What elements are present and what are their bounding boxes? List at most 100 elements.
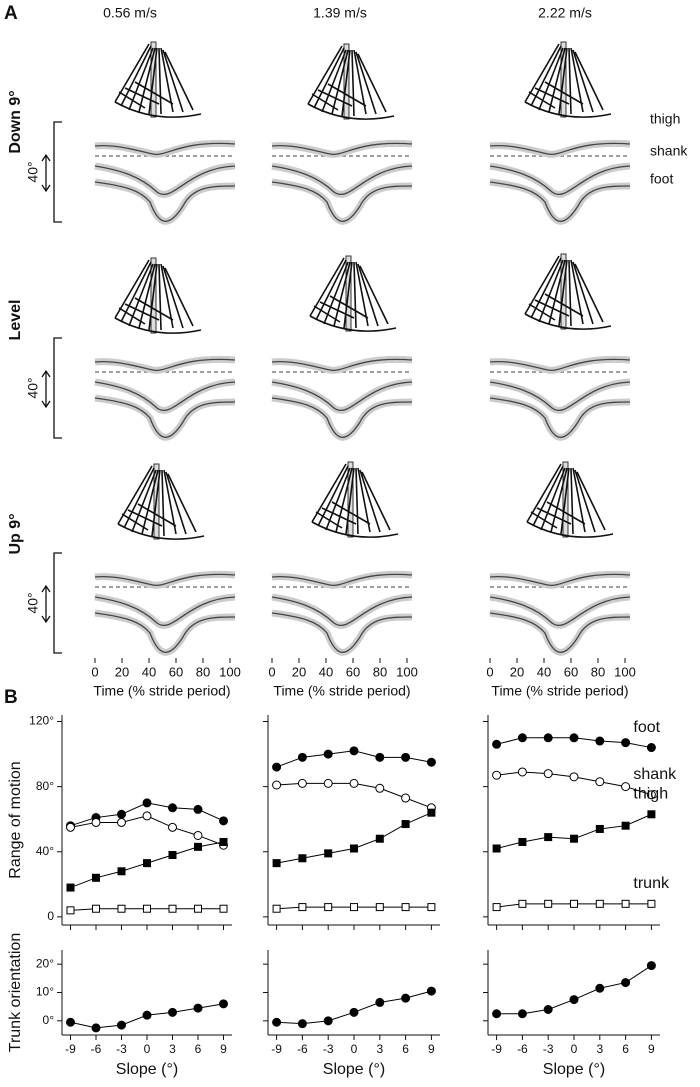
marker: [375, 783, 385, 793]
x-tick-label: -6: [517, 1042, 528, 1056]
trace-label: shank: [650, 143, 688, 159]
x-tick-label: 20: [115, 664, 129, 679]
scale-label: 40°: [25, 161, 41, 182]
marker: [570, 834, 578, 843]
row-label: Up 9°: [7, 513, 24, 554]
angle-traces: [272, 143, 412, 221]
stick-figure: [117, 463, 205, 540]
marker: [401, 752, 411, 762]
marker: [401, 993, 411, 1003]
stick-figure: [311, 461, 399, 538]
marker: [621, 978, 631, 988]
marker: [621, 738, 631, 748]
x-tick-label: 0: [91, 664, 98, 679]
marker: [543, 769, 553, 779]
panel-label: A: [4, 3, 18, 24]
marker: [544, 899, 553, 908]
panel-label: B: [4, 687, 18, 708]
marker: [517, 1009, 527, 1019]
marker: [168, 803, 177, 813]
marker: [298, 903, 307, 912]
x-axis-label: Slope (°): [323, 1061, 385, 1078]
x-axis-label: Slope (°): [116, 1061, 178, 1078]
marker: [66, 822, 75, 832]
x-tick-label: 6: [195, 1042, 202, 1056]
marker: [570, 899, 578, 908]
x-tick-label: 20: [292, 664, 306, 679]
panel-a: A 0.56 m/s 1.39 m/s 2.22 m/s Down 9° Lev…: [4, 3, 688, 699]
x-tick-label: 60: [169, 664, 183, 679]
stick-figure: [114, 41, 202, 118]
x-tick-label: 0: [351, 1042, 358, 1056]
marker: [193, 830, 203, 840]
marker: [66, 906, 75, 915]
x-tick-label: -6: [297, 1042, 308, 1056]
marker: [646, 961, 656, 971]
marker: [117, 817, 126, 827]
stick-figure: [307, 43, 395, 120]
marker: [543, 733, 553, 743]
row-label: Down 9°: [7, 90, 24, 153]
marker: [272, 1017, 282, 1027]
marker: [492, 844, 501, 853]
marker: [92, 873, 100, 882]
x-tick-label: 3: [596, 1042, 603, 1056]
x-tick-label: 0: [486, 664, 493, 679]
marker: [427, 808, 436, 817]
marker: [91, 1023, 101, 1033]
marker: [569, 772, 579, 782]
marker: [219, 837, 228, 846]
angle-traces: [490, 574, 630, 652]
stick-figure: [524, 253, 612, 330]
marker: [193, 1003, 203, 1013]
marker: [117, 904, 126, 913]
x-tick-label: 40: [142, 664, 156, 679]
x-tick-label: 0: [144, 1042, 151, 1056]
marker: [272, 904, 281, 913]
marker: [646, 790, 656, 800]
marker: [647, 810, 656, 819]
marker: [350, 844, 358, 853]
marker: [117, 1020, 126, 1030]
y-tick-label: 40°: [36, 844, 54, 858]
marker: [647, 899, 656, 908]
x-tick-label: 40: [537, 664, 551, 679]
series-line: [496, 965, 652, 1015]
y-tick-label: 120°: [29, 714, 54, 728]
marker: [142, 1010, 152, 1020]
scale-bar: [41, 337, 63, 439]
marker: [219, 816, 228, 826]
marker: [143, 859, 151, 868]
marker: [595, 899, 604, 908]
marker: [569, 995, 579, 1005]
marker: [91, 817, 101, 827]
marker: [426, 757, 436, 767]
column-title: 0.56 m/s: [103, 5, 157, 21]
marker: [168, 851, 177, 859]
marker: [349, 746, 359, 756]
marker: [297, 1019, 307, 1029]
marker: [272, 859, 281, 868]
marker: [272, 780, 282, 790]
x-tick-label: 3: [376, 1042, 383, 1056]
x-axis-label: Time (% stride period): [93, 683, 230, 699]
angle-traces: [490, 143, 630, 221]
x-tick-label: 9: [648, 1042, 655, 1056]
marker: [427, 903, 436, 912]
x-axis-label: Time (% stride period): [491, 683, 628, 699]
marker: [518, 837, 527, 846]
marker: [621, 821, 630, 830]
marker: [297, 752, 307, 762]
marker: [92, 904, 100, 913]
marker: [298, 854, 307, 863]
marker: [323, 749, 333, 759]
stick-figure: [526, 461, 614, 538]
marker: [193, 804, 203, 814]
marker: [194, 842, 202, 851]
column-title: 2.22 m/s: [538, 5, 592, 21]
x-tick-label: 100: [614, 664, 636, 679]
row-label: Level: [7, 300, 24, 341]
marker: [401, 820, 410, 829]
marker: [219, 904, 228, 913]
angle-traces: [95, 359, 235, 437]
